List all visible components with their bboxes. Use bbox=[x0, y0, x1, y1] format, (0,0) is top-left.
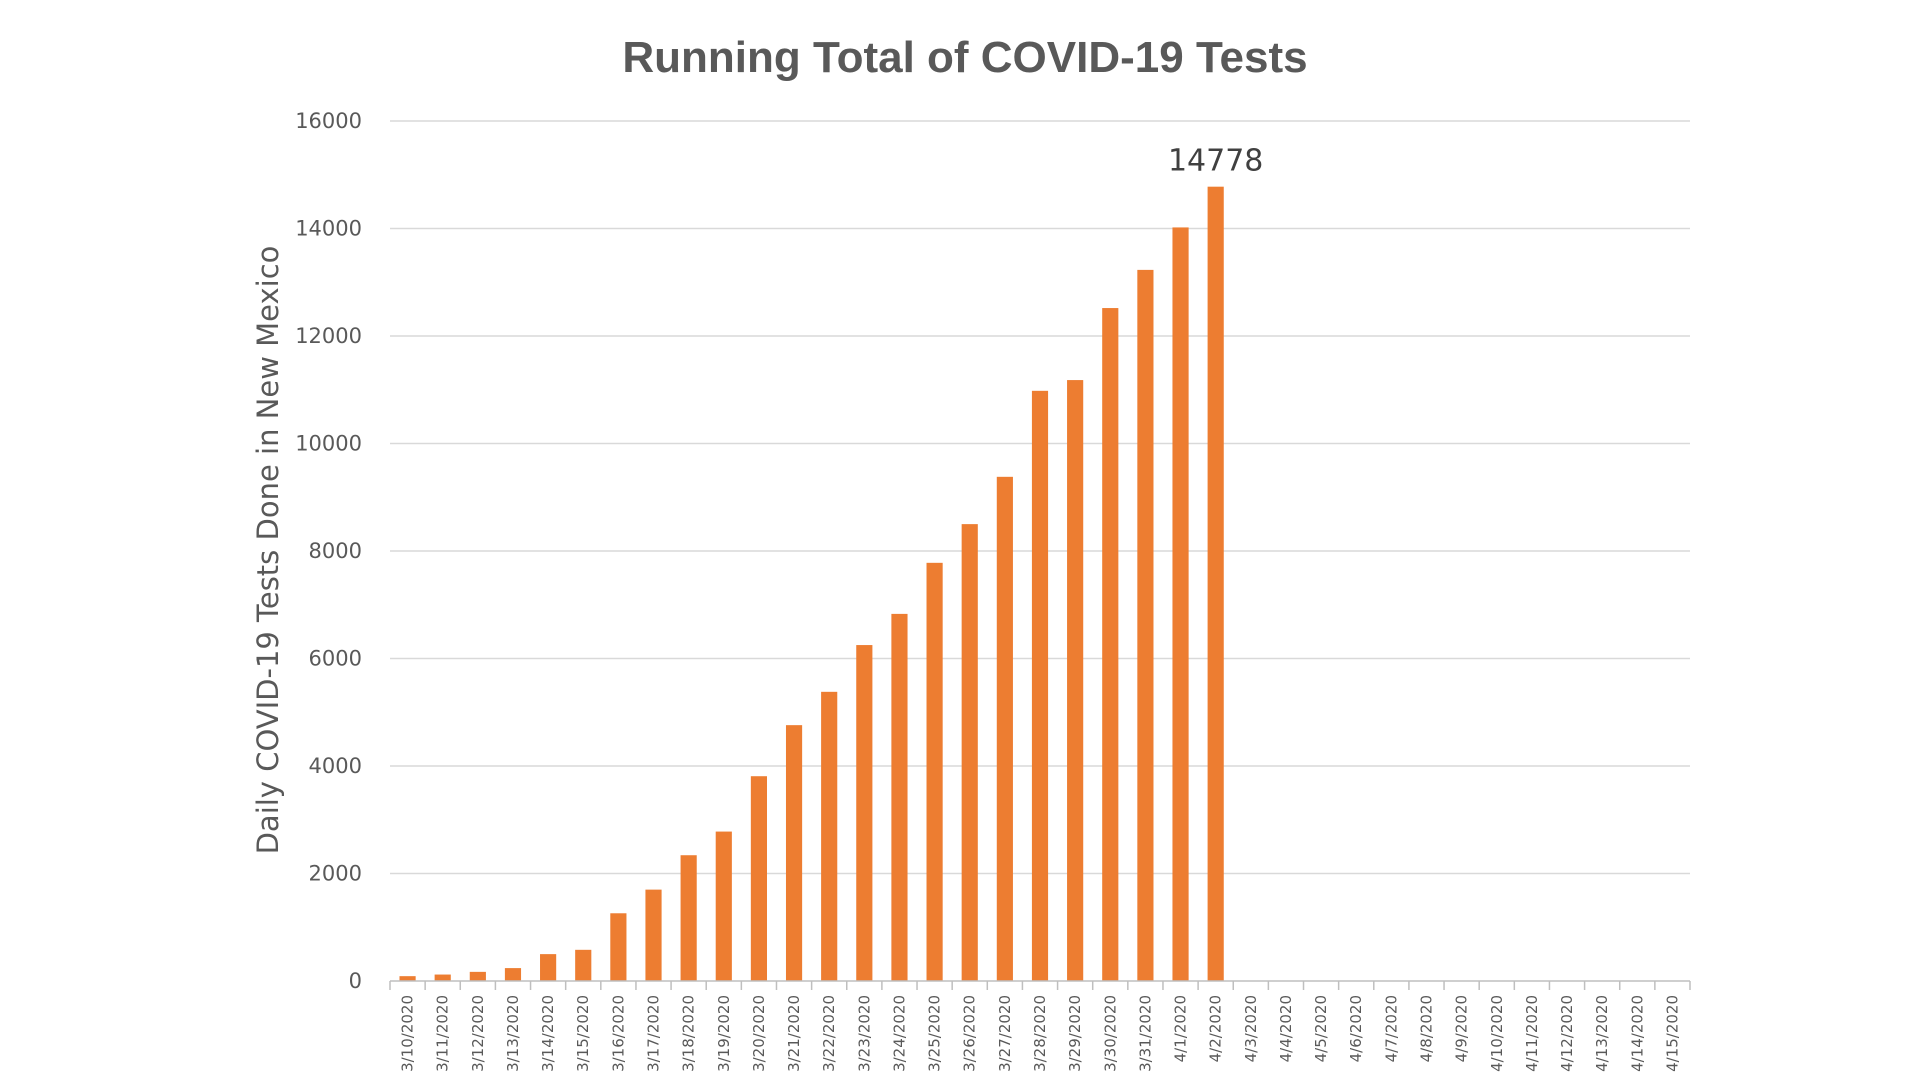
y-tick-label: 0 bbox=[349, 969, 362, 993]
bar bbox=[785, 725, 803, 981]
x-tick-label: 4/8/2020 bbox=[1417, 995, 1435, 1062]
bar bbox=[891, 613, 908, 981]
bar bbox=[645, 889, 662, 981]
x-tick-label: 3/12/2020 bbox=[469, 995, 487, 1072]
x-tick-label: 4/14/2020 bbox=[1628, 995, 1646, 1072]
x-tick-label: 3/14/2020 bbox=[539, 995, 557, 1072]
x-tick-label: 3/27/2020 bbox=[996, 995, 1014, 1072]
x-tick-label: 3/13/2020 bbox=[504, 995, 522, 1072]
x-axis-ticks: 3/10/2020 3/11/2020 3/12/2020 3/13/2020 3/14… bbox=[389, 981, 1691, 1072]
bar bbox=[1172, 227, 1189, 982]
y-tick-label: 14000 bbox=[295, 217, 362, 241]
bar bbox=[996, 476, 1013, 981]
annotations: 14778 bbox=[1168, 144, 1263, 179]
bar bbox=[575, 949, 592, 981]
bar bbox=[610, 913, 627, 981]
x-tick-label: 4/2/2020 bbox=[1207, 995, 1225, 1062]
y-tick-label: 6000 bbox=[309, 647, 362, 671]
x-tick-label: 3/24/2020 bbox=[890, 995, 908, 1072]
x-tick-label: 3/21/2020 bbox=[785, 995, 803, 1072]
x-tick-label: 4/7/2020 bbox=[1382, 995, 1400, 1062]
x-tick-label: 4/15/2020 bbox=[1663, 995, 1681, 1072]
y-tick-label: 2000 bbox=[309, 862, 362, 886]
bar bbox=[540, 954, 557, 981]
chart-title: Running Total of COVID-19 Tests bbox=[622, 33, 1307, 82]
bar bbox=[1031, 390, 1049, 981]
y-tick-label: 12000 bbox=[295, 324, 362, 348]
x-tick-label: 4/4/2020 bbox=[1277, 995, 1295, 1062]
x-tick-label: 4/6/2020 bbox=[1347, 995, 1365, 1062]
x-tick-label: 3/22/2020 bbox=[820, 995, 838, 1072]
bar bbox=[434, 974, 451, 981]
x-tick-label: 3/25/2020 bbox=[926, 995, 944, 1072]
bar bbox=[1137, 269, 1154, 981]
x-tick-label: 3/20/2020 bbox=[750, 995, 768, 1072]
bar bbox=[961, 524, 978, 981]
x-tick-label: 3/28/2020 bbox=[1031, 995, 1049, 1072]
x-tick-label: 3/19/2020 bbox=[715, 995, 733, 1072]
bar bbox=[821, 691, 838, 981]
x-tick-label: 3/26/2020 bbox=[961, 995, 979, 1072]
x-tick-label: 3/31/2020 bbox=[1136, 995, 1154, 1072]
bar bbox=[1102, 308, 1119, 981]
x-tick-label: 4/10/2020 bbox=[1488, 995, 1506, 1072]
bar bbox=[1067, 380, 1084, 981]
x-tick-label: 4/1/2020 bbox=[1172, 995, 1190, 1062]
x-tick-label: 3/18/2020 bbox=[680, 995, 698, 1072]
bar bbox=[680, 855, 697, 981]
x-tick-label: 3/15/2020 bbox=[574, 995, 592, 1072]
y-tick-label: 16000 bbox=[295, 109, 362, 133]
bar bbox=[1207, 186, 1224, 981]
y-tick-label: 8000 bbox=[309, 539, 362, 563]
y-axis-ticks: 0 2000 4000 6000 8000 10000 12000 14000 16000 bbox=[295, 109, 362, 993]
bar bbox=[926, 562, 943, 981]
x-tick-label: 4/9/2020 bbox=[1453, 995, 1471, 1062]
bar bbox=[504, 968, 522, 981]
x-tick-label: 3/29/2020 bbox=[1066, 995, 1084, 1072]
x-tick-label: 3/10/2020 bbox=[399, 995, 417, 1072]
bar bbox=[399, 976, 416, 981]
x-tick-label: 3/11/2020 bbox=[434, 995, 452, 1072]
x-tick-label: 3/16/2020 bbox=[609, 995, 627, 1072]
x-tick-label: 4/12/2020 bbox=[1558, 995, 1576, 1072]
bar bbox=[715, 831, 732, 981]
bar bbox=[750, 776, 767, 981]
y-tick-label: 4000 bbox=[309, 754, 362, 778]
bar bbox=[469, 971, 486, 981]
x-tick-label: 4/11/2020 bbox=[1523, 995, 1541, 1072]
bars bbox=[399, 186, 1224, 982]
x-tick-label: 4/3/2020 bbox=[1242, 995, 1260, 1062]
y-axis-label: Daily COVID-19 Tests Done in New Mexico bbox=[251, 246, 285, 855]
x-tick-label: 3/17/2020 bbox=[645, 995, 663, 1072]
x-tick-label: 4/5/2020 bbox=[1312, 995, 1330, 1062]
data-label: 14778 bbox=[1168, 144, 1263, 179]
x-tick-label: 4/13/2020 bbox=[1593, 995, 1611, 1072]
x-tick-label: 3/30/2020 bbox=[1101, 995, 1119, 1072]
y-tick-label: 10000 bbox=[295, 432, 362, 456]
x-tick-label: 3/23/2020 bbox=[855, 995, 873, 1072]
bar bbox=[856, 645, 873, 981]
